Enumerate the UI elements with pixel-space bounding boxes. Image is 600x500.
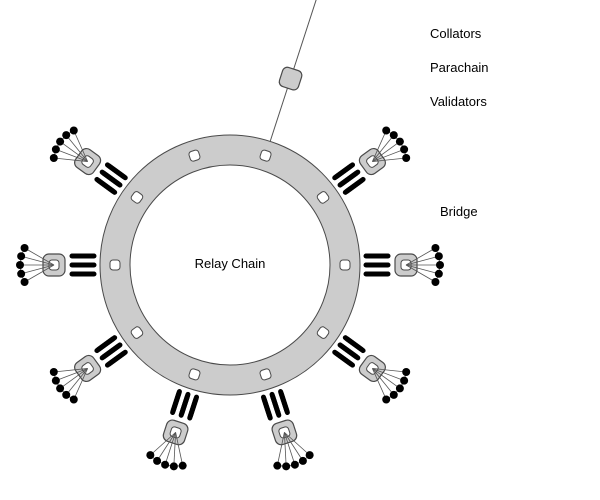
polkadot-architecture-diagram: Collators Parachain Validators Bridge Re… — [0, 0, 600, 500]
collator-node — [282, 462, 290, 470]
collator-node — [435, 252, 443, 260]
collator-node — [17, 252, 25, 260]
relay-slot — [340, 260, 350, 270]
validator-bar — [366, 272, 388, 277]
collator-node — [402, 368, 410, 376]
collator-node — [56, 138, 64, 146]
collator-node — [153, 457, 161, 465]
collator-node — [62, 131, 70, 139]
collator-node — [52, 377, 60, 385]
parachain-cluster — [333, 126, 410, 194]
collator-node — [390, 131, 398, 139]
collator-node — [70, 396, 78, 404]
parachain-cluster — [16, 244, 94, 286]
collator-node — [56, 384, 64, 392]
parachain-cluster — [146, 391, 199, 471]
parachain-cluster — [366, 244, 444, 286]
parachain-cluster — [50, 126, 127, 194]
collator-node — [62, 391, 70, 399]
parachain-cluster — [261, 391, 314, 471]
validator-bar — [278, 391, 290, 413]
collator-node — [431, 278, 439, 286]
parachain-cluster — [50, 336, 127, 404]
validator-bar — [366, 254, 388, 259]
collator-node — [382, 396, 390, 404]
collator-node — [435, 270, 443, 278]
collator-node — [17, 270, 25, 278]
collator-node — [16, 261, 24, 269]
validator-bar — [187, 396, 199, 418]
collator-node — [146, 451, 154, 459]
collators-label: Collators — [430, 26, 482, 41]
bridge-hub — [278, 66, 303, 91]
collator-node — [402, 154, 410, 162]
collator-node — [396, 384, 404, 392]
collator-node — [400, 145, 408, 153]
collator-node — [400, 377, 408, 385]
collator-node — [390, 391, 398, 399]
collator-node — [50, 368, 58, 376]
bridge-label: Bridge — [440, 204, 478, 219]
collator-node — [21, 244, 29, 252]
validator-bar — [170, 391, 182, 413]
collator-node — [21, 278, 29, 286]
relay-chain-label: Relay Chain — [195, 256, 266, 271]
relay-slot — [110, 260, 120, 270]
validator-bar — [72, 254, 94, 259]
collator-node — [52, 145, 60, 153]
collator-node — [306, 451, 314, 459]
collator-node — [70, 126, 78, 134]
collator-node — [161, 461, 169, 469]
validator-bar — [270, 394, 282, 416]
collator-node — [382, 126, 390, 134]
validator-bar — [179, 394, 191, 416]
validators-label: Validators — [430, 94, 487, 109]
validator-bar — [261, 396, 273, 418]
collator-node — [436, 261, 444, 269]
collator-node — [50, 154, 58, 162]
collator-node — [396, 138, 404, 146]
collator-node — [179, 462, 187, 470]
collator-node — [299, 457, 307, 465]
validator-bar — [366, 263, 388, 268]
collator-node — [431, 244, 439, 252]
parachain-label: Parachain — [430, 60, 489, 75]
validator-bar — [72, 263, 94, 268]
collator-node — [291, 461, 299, 469]
collator-node — [273, 462, 281, 470]
parachain-cluster — [333, 336, 410, 404]
collator-node — [170, 462, 178, 470]
validator-bar — [72, 272, 94, 277]
